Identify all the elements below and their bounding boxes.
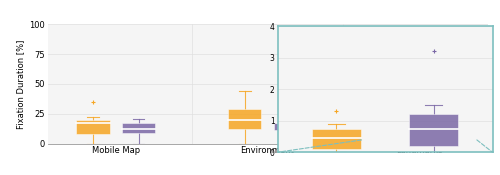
Bar — [410, 114, 459, 146]
Bar — [426, 142, 458, 143]
Y-axis label: Fixation Duration [%]: Fixation Duration [%] — [16, 39, 25, 129]
Bar — [362, 140, 477, 148]
Bar — [76, 120, 110, 134]
Bar — [122, 123, 155, 133]
Bar — [312, 129, 360, 149]
Bar — [228, 109, 262, 129]
Bar — [274, 122, 307, 130]
